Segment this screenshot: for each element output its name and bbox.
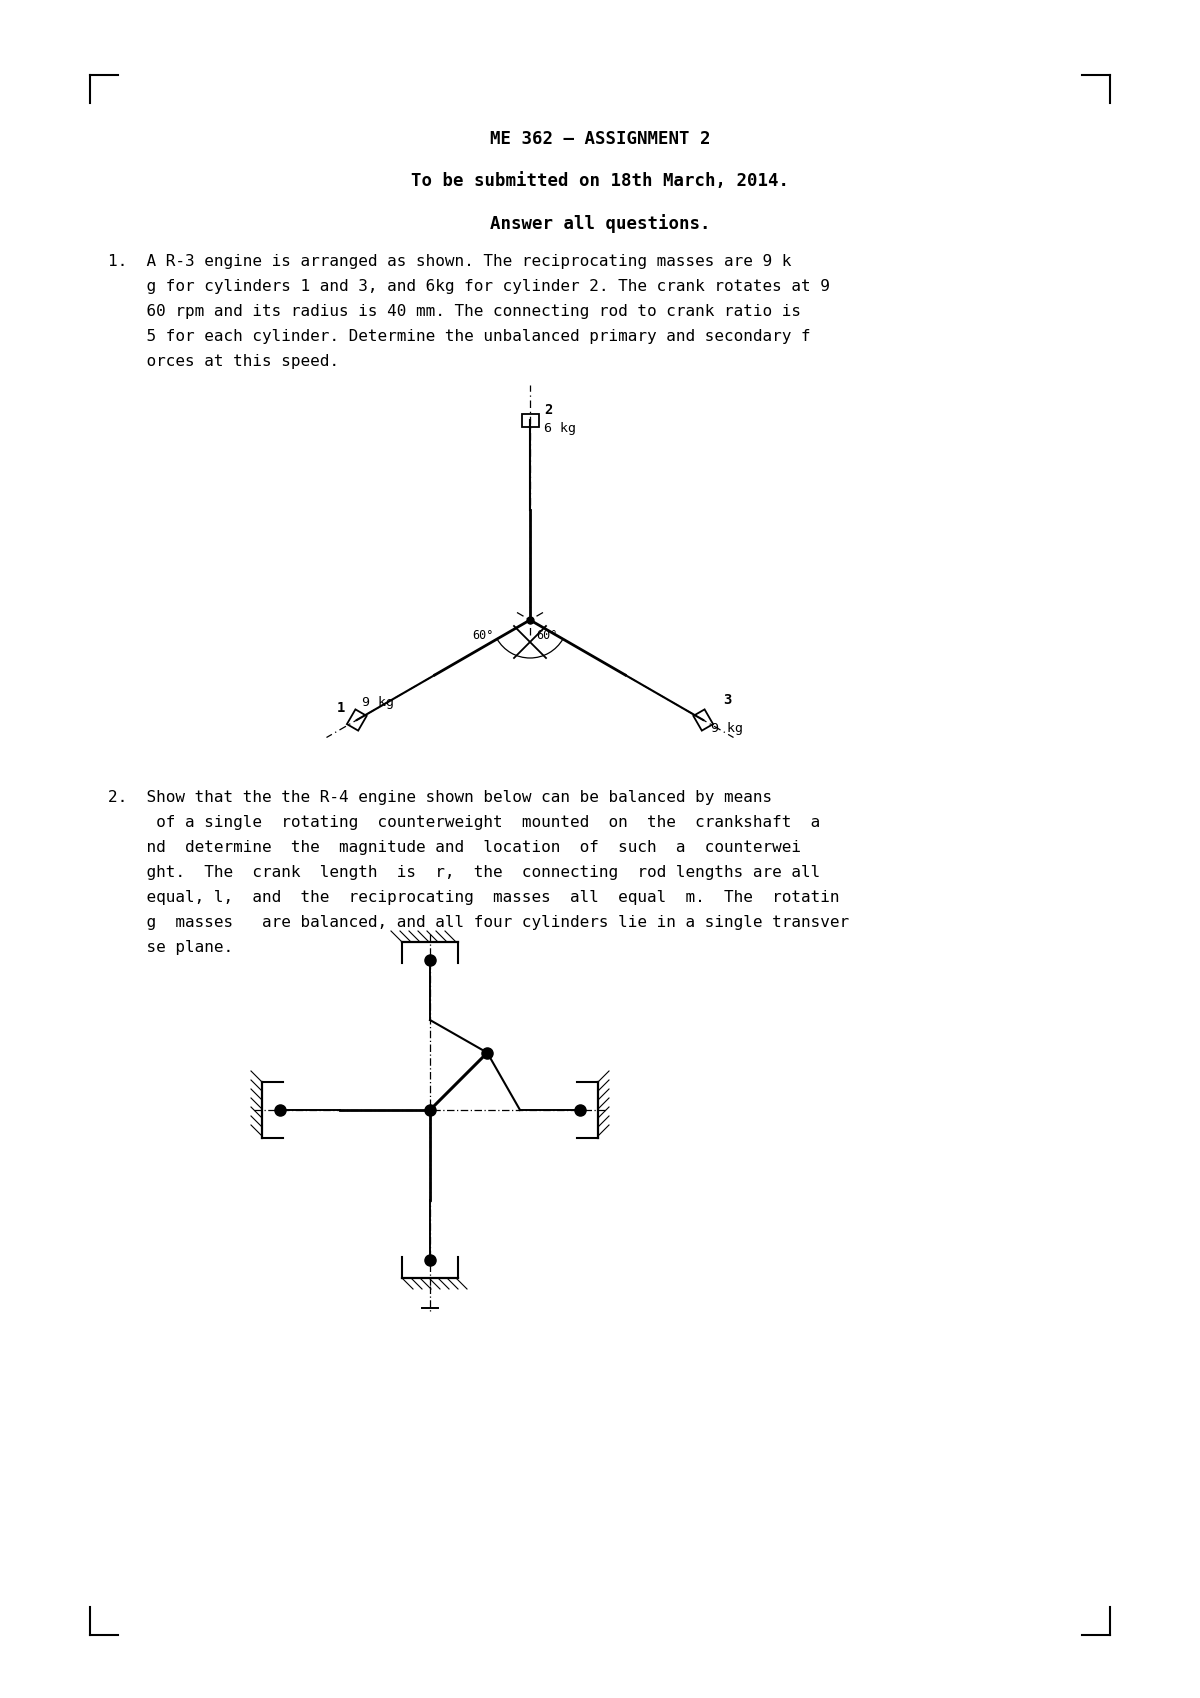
Text: 1: 1 — [336, 701, 344, 715]
Text: se plane.: se plane. — [108, 941, 233, 954]
Bar — [522, 414, 539, 426]
Bar — [347, 710, 367, 730]
Text: 3: 3 — [724, 693, 732, 706]
Text: ght.  The  crank  length  is  r,  the  connecting  rod lengths are all: ght. The crank length is r, the connecti… — [108, 864, 821, 880]
Text: 6 kg: 6 kg — [544, 421, 576, 435]
Text: equal, l,  and  the  reciprocating  masses  all  equal  m.  The  rotatin: equal, l, and the reciprocating masses a… — [108, 890, 840, 905]
Text: orces at this speed.: orces at this speed. — [108, 353, 340, 368]
Text: ME 362 – ASSIGNMENT 2: ME 362 – ASSIGNMENT 2 — [490, 131, 710, 148]
Text: 9 kg: 9 kg — [712, 722, 743, 735]
Text: 2: 2 — [544, 402, 552, 418]
Text: g for cylinders 1 and 3, and 6kg for cylinder 2. The crank rotates at 9: g for cylinders 1 and 3, and 6kg for cyl… — [108, 278, 830, 294]
Text: 5 for each cylinder. Determine the unbalanced primary and secondary f: 5 for each cylinder. Determine the unbal… — [108, 329, 811, 345]
Text: 9 kg: 9 kg — [361, 696, 394, 708]
Bar — [694, 710, 713, 730]
Text: nd  determine  the  magnitude and  location  of  such  a  counterwei: nd determine the magnitude and location … — [108, 841, 802, 856]
Text: of a single  rotating  counterweight  mounted  on  the  crankshaft  a: of a single rotating counterweight mount… — [108, 815, 821, 830]
Text: 60°: 60° — [473, 628, 494, 642]
Text: g  masses   are balanced, and all four cylinders lie in a single transver: g masses are balanced, and all four cyli… — [108, 915, 850, 931]
Text: 60°: 60° — [536, 628, 557, 642]
Text: 2.  Show that the the R-4 engine shown below can be balanced by means: 2. Show that the the R-4 engine shown be… — [108, 790, 772, 805]
Text: 1.  A R-3 engine is arranged as shown. The reciprocating masses are 9 k: 1. A R-3 engine is arranged as shown. Th… — [108, 255, 791, 268]
Text: To be submitted on 18th March, 2014.: To be submitted on 18th March, 2014. — [410, 171, 790, 190]
Text: Answer all questions.: Answer all questions. — [490, 214, 710, 233]
Text: 60 rpm and its radius is 40 mm. The connecting rod to crank ratio is: 60 rpm and its radius is 40 mm. The conn… — [108, 304, 802, 319]
